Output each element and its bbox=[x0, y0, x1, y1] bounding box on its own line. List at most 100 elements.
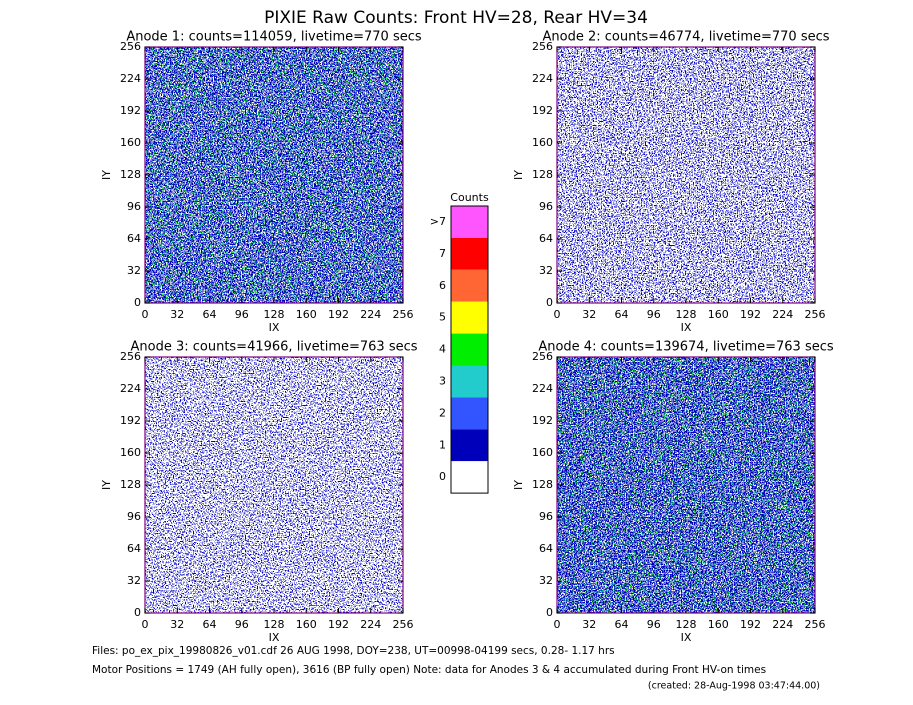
x-tick-label: 160 bbox=[296, 618, 317, 631]
y-tick-label: 224 bbox=[532, 72, 553, 85]
y-tick-label: 0 bbox=[546, 296, 553, 309]
x-tick-label: 0 bbox=[142, 618, 149, 631]
x-tick-label: 256 bbox=[805, 618, 826, 631]
colorbar-swatch bbox=[451, 333, 488, 366]
y-axis-label: IY bbox=[100, 170, 113, 180]
colorbar-swatch bbox=[451, 237, 488, 270]
y-tick-label: 128 bbox=[532, 478, 553, 491]
y-tick-label: 0 bbox=[546, 606, 553, 619]
y-tick-label: 192 bbox=[120, 104, 141, 117]
colorbar-label: >7 bbox=[430, 215, 446, 228]
colorbar-label: 4 bbox=[439, 343, 446, 356]
x-tick-label: 64 bbox=[615, 308, 629, 321]
y-tick-label: 32 bbox=[539, 574, 553, 587]
y-tick-label: 0 bbox=[134, 296, 141, 309]
y-tick-label: 64 bbox=[539, 232, 553, 245]
x-tick-label: 192 bbox=[740, 618, 761, 631]
colorbar-swatch bbox=[451, 206, 488, 238]
colorbar-label: 1 bbox=[439, 438, 446, 451]
x-tick-label: 32 bbox=[582, 618, 596, 631]
y-tick-label: 160 bbox=[120, 136, 141, 149]
y-tick-label: 64 bbox=[127, 542, 141, 555]
y-tick-label: 0 bbox=[134, 606, 141, 619]
x-tick-label: 0 bbox=[554, 618, 561, 631]
x-tick-label: 32 bbox=[582, 308, 596, 321]
x-axis-label: IX bbox=[269, 631, 280, 644]
y-tick-label: 32 bbox=[127, 264, 141, 277]
y-tick-label: 160 bbox=[532, 136, 553, 149]
colorbar-frame bbox=[450, 205, 489, 494]
x-tick-label: 256 bbox=[393, 618, 414, 631]
x-tick-label: 192 bbox=[740, 308, 761, 321]
y-tick-label: 96 bbox=[127, 200, 141, 213]
x-tick-label: 192 bbox=[328, 618, 349, 631]
colorbar-swatch bbox=[451, 269, 488, 302]
colorbar-swatch bbox=[451, 301, 488, 334]
colorbar-label: 3 bbox=[439, 374, 446, 387]
panel-title: Anode 1: counts=114059, livetime=770 sec… bbox=[126, 30, 422, 45]
y-tick-label: 128 bbox=[120, 478, 141, 491]
x-tick-label: 224 bbox=[360, 308, 381, 321]
heatmap-image bbox=[557, 47, 815, 303]
y-tick-label: 32 bbox=[539, 264, 553, 277]
y-tick-label: 256 bbox=[120, 350, 141, 363]
x-tick-label: 256 bbox=[393, 308, 414, 321]
colorbar-title: Counts bbox=[450, 191, 489, 204]
x-tick-label: 96 bbox=[235, 618, 249, 631]
figure-title: PIXIE Raw Counts: Front HV=28, Rear HV=3… bbox=[264, 8, 648, 28]
y-tick-label: 128 bbox=[532, 168, 553, 181]
y-tick-label: 96 bbox=[539, 200, 553, 213]
x-tick-label: 64 bbox=[203, 618, 217, 631]
y-tick-label: 256 bbox=[120, 40, 141, 53]
x-tick-label: 256 bbox=[805, 308, 826, 321]
colorbar-swatch bbox=[451, 365, 488, 398]
y-tick-label: 32 bbox=[127, 574, 141, 587]
x-tick-label: 128 bbox=[676, 308, 697, 321]
x-tick-label: 224 bbox=[772, 618, 793, 631]
y-tick-label: 64 bbox=[127, 232, 141, 245]
y-tick-label: 256 bbox=[532, 350, 553, 363]
y-tick-label: 192 bbox=[532, 414, 553, 427]
y-tick-label: 64 bbox=[539, 542, 553, 555]
y-tick-label: 256 bbox=[532, 40, 553, 53]
y-tick-label: 96 bbox=[127, 510, 141, 523]
x-tick-label: 96 bbox=[647, 618, 661, 631]
footer-created: (created: 28-Aug-1998 03:47:44.00) bbox=[648, 681, 820, 692]
y-tick-label: 192 bbox=[532, 104, 553, 117]
x-tick-label: 160 bbox=[296, 308, 317, 321]
x-tick-label: 128 bbox=[264, 618, 285, 631]
panel-title: Anode 2: counts=46774, livetime=770 secs bbox=[542, 30, 829, 45]
x-tick-label: 32 bbox=[170, 618, 184, 631]
panel-title: Anode 4: counts=139674, livetime=763 sec… bbox=[538, 340, 834, 355]
y-axis-label: IY bbox=[512, 480, 525, 490]
x-tick-label: 224 bbox=[360, 618, 381, 631]
heatmap-image bbox=[557, 357, 815, 613]
y-tick-label: 224 bbox=[120, 72, 141, 85]
y-tick-label: 224 bbox=[120, 382, 141, 395]
colorbar-label: 0 bbox=[439, 470, 446, 483]
colorbar-label: 5 bbox=[439, 311, 446, 324]
heatmap-image bbox=[145, 47, 403, 303]
y-tick-label: 160 bbox=[532, 446, 553, 459]
x-axis-label: IX bbox=[681, 631, 692, 644]
colorbar-swatch bbox=[451, 397, 488, 430]
x-tick-label: 0 bbox=[142, 308, 149, 321]
y-axis-label: IY bbox=[100, 480, 113, 490]
x-axis-label: IX bbox=[681, 321, 692, 334]
x-tick-label: 128 bbox=[264, 308, 285, 321]
x-tick-label: 160 bbox=[708, 308, 729, 321]
x-axis-label: IX bbox=[269, 321, 280, 334]
panel-title: Anode 3: counts=41966, livetime=763 secs bbox=[130, 340, 417, 355]
y-tick-label: 96 bbox=[539, 510, 553, 523]
footer-motor: Motor Positions = 1749 (AH fully open), … bbox=[92, 664, 766, 676]
colorbar-label: 6 bbox=[439, 279, 446, 292]
footer-files: Files: po_ex_pix_19980826_v01.cdf 26 AUG… bbox=[92, 645, 615, 657]
y-tick-label: 160 bbox=[120, 446, 141, 459]
x-tick-label: 160 bbox=[708, 618, 729, 631]
colorbar-swatch bbox=[451, 429, 488, 462]
x-tick-label: 192 bbox=[328, 308, 349, 321]
y-tick-label: 224 bbox=[532, 382, 553, 395]
x-tick-label: 64 bbox=[615, 618, 629, 631]
